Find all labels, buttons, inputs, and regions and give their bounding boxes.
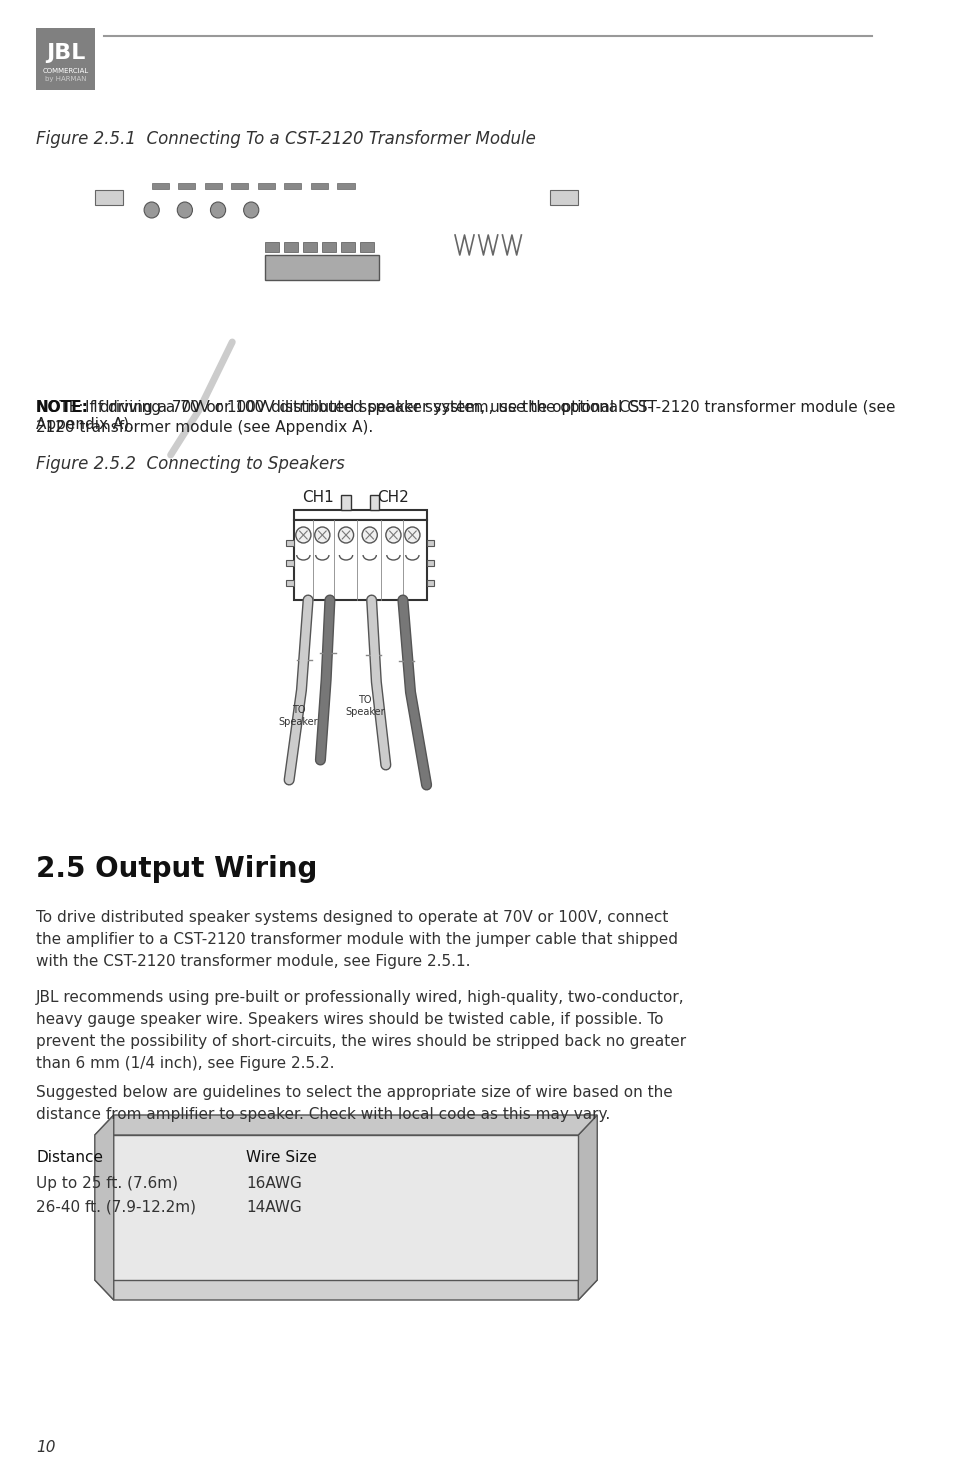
Text: TO
Speaker: TO Speaker: [278, 705, 318, 727]
Circle shape: [362, 527, 377, 543]
Bar: [231, 183, 248, 189]
Bar: [341, 496, 351, 510]
Bar: [265, 242, 278, 252]
Circle shape: [177, 202, 193, 218]
Text: 2.5 Output Wiring: 2.5 Output Wiring: [36, 855, 317, 884]
Bar: [360, 242, 374, 252]
Circle shape: [243, 202, 258, 218]
Text: Figure 2.5.2  Connecting to Speakers: Figure 2.5.2 Connecting to Speakers: [36, 454, 344, 473]
Bar: [294, 521, 426, 600]
Bar: [205, 183, 222, 189]
Bar: [322, 242, 335, 252]
Text: To drive distributed speaker systems designed to operate at 70V or 100V, connect: To drive distributed speaker systems des…: [36, 910, 668, 925]
Bar: [286, 560, 294, 566]
Text: NOTE:  If driving a 70V or 100V distributed speaker system, use the optional CST: NOTE: If driving a 70V or 100V distribut…: [36, 400, 895, 432]
Polygon shape: [578, 1115, 597, 1299]
Text: CH1: CH1: [301, 490, 334, 504]
Text: distance from amplifier to speaker. Check with local code as this may vary.: distance from amplifier to speaker. Chec…: [36, 1108, 610, 1122]
Text: 2120 transformer module (see Appendix A).: 2120 transformer module (see Appendix A)…: [36, 420, 373, 435]
Polygon shape: [94, 1115, 597, 1134]
Bar: [370, 496, 378, 510]
Circle shape: [295, 527, 311, 543]
Text: than 6 mm (1/4 inch), see Figure 2.5.2.: than 6 mm (1/4 inch), see Figure 2.5.2.: [36, 1056, 335, 1071]
Text: Figure 2.5.1  Connecting To a CST-2120 Transformer Module: Figure 2.5.1 Connecting To a CST-2120 Tr…: [36, 130, 536, 148]
Text: JBL recommends using pre-built or professionally wired, high-quality, two-conduc: JBL recommends using pre-built or profes…: [36, 990, 684, 1004]
Text: Distance: Distance: [36, 1150, 103, 1165]
Circle shape: [385, 527, 400, 543]
Bar: [426, 580, 434, 586]
Text: NOTE:: NOTE:: [36, 400, 89, 414]
Bar: [286, 580, 294, 586]
Bar: [549, 190, 578, 205]
Polygon shape: [94, 1115, 113, 1299]
Bar: [426, 560, 434, 566]
Bar: [337, 183, 355, 189]
Text: Suggested below are guidelines to select the appropriate size of wire based on t: Suggested below are guidelines to select…: [36, 1086, 672, 1100]
Circle shape: [211, 202, 226, 218]
Text: 16AWG: 16AWG: [246, 1176, 302, 1190]
Bar: [286, 540, 294, 546]
Bar: [257, 183, 274, 189]
Bar: [265, 255, 378, 280]
Text: by HARMAN: by HARMAN: [45, 77, 86, 83]
Bar: [341, 242, 355, 252]
Bar: [36, 28, 94, 90]
Circle shape: [338, 527, 354, 543]
Circle shape: [314, 527, 330, 543]
Text: 26-40 ft. (7.9-12.2m): 26-40 ft. (7.9-12.2m): [36, 1201, 195, 1215]
Text: JBL: JBL: [46, 43, 85, 63]
Text: 10: 10: [36, 1440, 55, 1454]
Bar: [284, 183, 301, 189]
Bar: [284, 242, 297, 252]
Text: with the CST-2120 transformer module, see Figure 2.5.1.: with the CST-2120 transformer module, se…: [36, 954, 470, 969]
Text: prevent the possibility of short-circuits, the wires should be stripped back no : prevent the possibility of short-circuit…: [36, 1034, 685, 1049]
Text: Wire Size: Wire Size: [246, 1150, 317, 1165]
Circle shape: [404, 527, 419, 543]
Polygon shape: [94, 1134, 578, 1280]
Text: heavy gauge speaker wire. Speakers wires should be twisted cable, if possible. T: heavy gauge speaker wire. Speakers wires…: [36, 1012, 663, 1027]
Text: the amplifier to a CST-2120 transformer module with the jumper cable that shippe: the amplifier to a CST-2120 transformer …: [36, 932, 678, 947]
Bar: [303, 242, 316, 252]
Text: TO
Speaker: TO Speaker: [345, 695, 384, 717]
Bar: [94, 190, 123, 205]
Text: 14AWG: 14AWG: [246, 1201, 302, 1215]
Text: Up to 25 ft. (7.6m): Up to 25 ft. (7.6m): [36, 1176, 178, 1190]
Circle shape: [144, 202, 159, 218]
Polygon shape: [94, 1280, 597, 1299]
Bar: [426, 540, 434, 546]
Text: If driving a 70V or 100V distributed speaker system, use the optional CST-: If driving a 70V or 100V distributed spe…: [85, 400, 653, 414]
Bar: [311, 183, 328, 189]
Text: COMMERCIAL: COMMERCIAL: [42, 68, 89, 74]
Bar: [178, 183, 195, 189]
Bar: [294, 510, 426, 521]
Text: CH2: CH2: [377, 490, 409, 504]
Bar: [152, 183, 169, 189]
